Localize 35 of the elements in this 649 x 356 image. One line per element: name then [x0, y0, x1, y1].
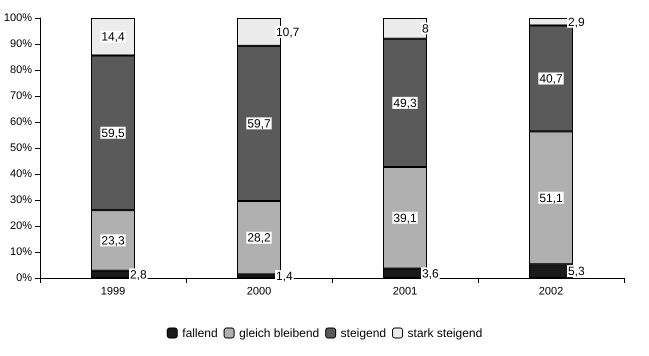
- data-label: 3,6: [422, 266, 440, 280]
- data-label: 59,7: [247, 116, 271, 130]
- legend-label: steigend: [340, 326, 386, 340]
- data-label: 23,3: [101, 233, 125, 248]
- y-tick-label: 0%: [16, 272, 32, 284]
- data-label: 39,1: [393, 210, 417, 225]
- data-label: 5,3: [568, 264, 586, 278]
- y-tick-label: 10%: [10, 246, 32, 258]
- x-tick-label: 2001: [392, 286, 418, 298]
- data-label: 2,8: [130, 267, 148, 282]
- y-tick-label: 30%: [10, 194, 32, 206]
- legend-label: gleich bleibend: [239, 326, 320, 340]
- legend-label: fallend: [182, 326, 218, 340]
- data-label: 59,5: [101, 126, 125, 140]
- y-tick-label: 70%: [10, 90, 32, 102]
- y-tick-label: 60%: [10, 116, 32, 128]
- legend-label: stark steigend: [408, 326, 482, 340]
- x-tick-label: 2002: [538, 286, 564, 298]
- y-tick-label: 20%: [10, 220, 32, 232]
- y-tick-label: 100%: [4, 12, 32, 24]
- data-label: 51,1: [539, 190, 563, 205]
- y-tick-label: 50%: [10, 142, 32, 154]
- data-label: 2,9: [568, 14, 586, 29]
- data-label: 10,7: [276, 24, 300, 39]
- y-tick-label: 90%: [10, 38, 32, 50]
- data-label: 49,3: [393, 96, 417, 110]
- data-label: 8: [422, 21, 429, 36]
- data-label: 28,2: [247, 230, 271, 245]
- data-label: 1,4: [276, 269, 294, 284]
- data-label: 40,7: [539, 71, 563, 86]
- x-tick-label: 1999: [100, 286, 126, 298]
- y-tick-label: 40%: [10, 168, 32, 180]
- y-tick-label: 80%: [10, 64, 32, 76]
- x-tick-label: 2000: [246, 286, 272, 298]
- data-label: 14,4: [101, 30, 125, 44]
